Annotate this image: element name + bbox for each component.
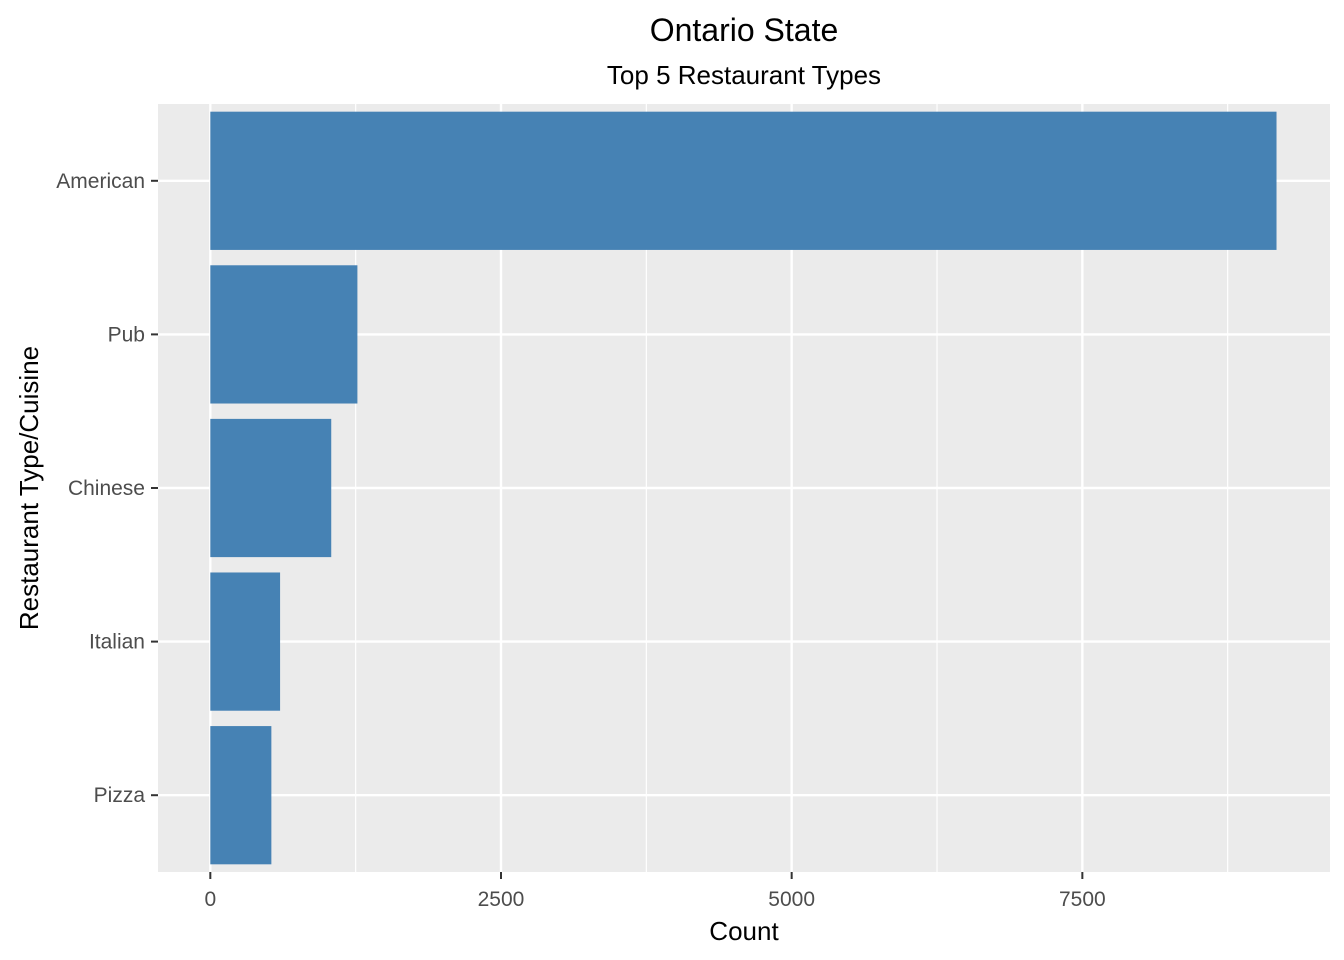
bar-american: [210, 111, 1277, 250]
bar-chinese: [210, 418, 332, 558]
y-axis: American Pub Chinese Italian Pizza: [56, 170, 158, 807]
y-axis-title: Restaurant Type/Cuisine: [14, 346, 44, 630]
x-tick-label: 7500: [1059, 888, 1106, 911]
bar-pizza: [210, 726, 272, 865]
bar-italian: [210, 572, 281, 711]
y-tick-label: Pizza: [94, 784, 146, 807]
x-tick-label: 5000: [768, 888, 815, 911]
x-axis-title: Count: [709, 916, 779, 946]
x-axis: 0 2500 5000 7500: [204, 872, 1106, 911]
x-tick-label: 0: [204, 888, 216, 911]
y-tick-label: Chinese: [68, 477, 145, 500]
chart-title: Ontario State: [650, 12, 839, 48]
y-tick-label: Pub: [108, 323, 145, 346]
bar-pub: [210, 265, 358, 404]
x-tick-label: 2500: [478, 888, 525, 911]
y-tick-label: Italian: [89, 631, 145, 654]
y-tick-label: American: [56, 170, 145, 193]
bars: [210, 111, 1277, 865]
chart-subtitle: Top 5 Restaurant Types: [607, 60, 881, 90]
